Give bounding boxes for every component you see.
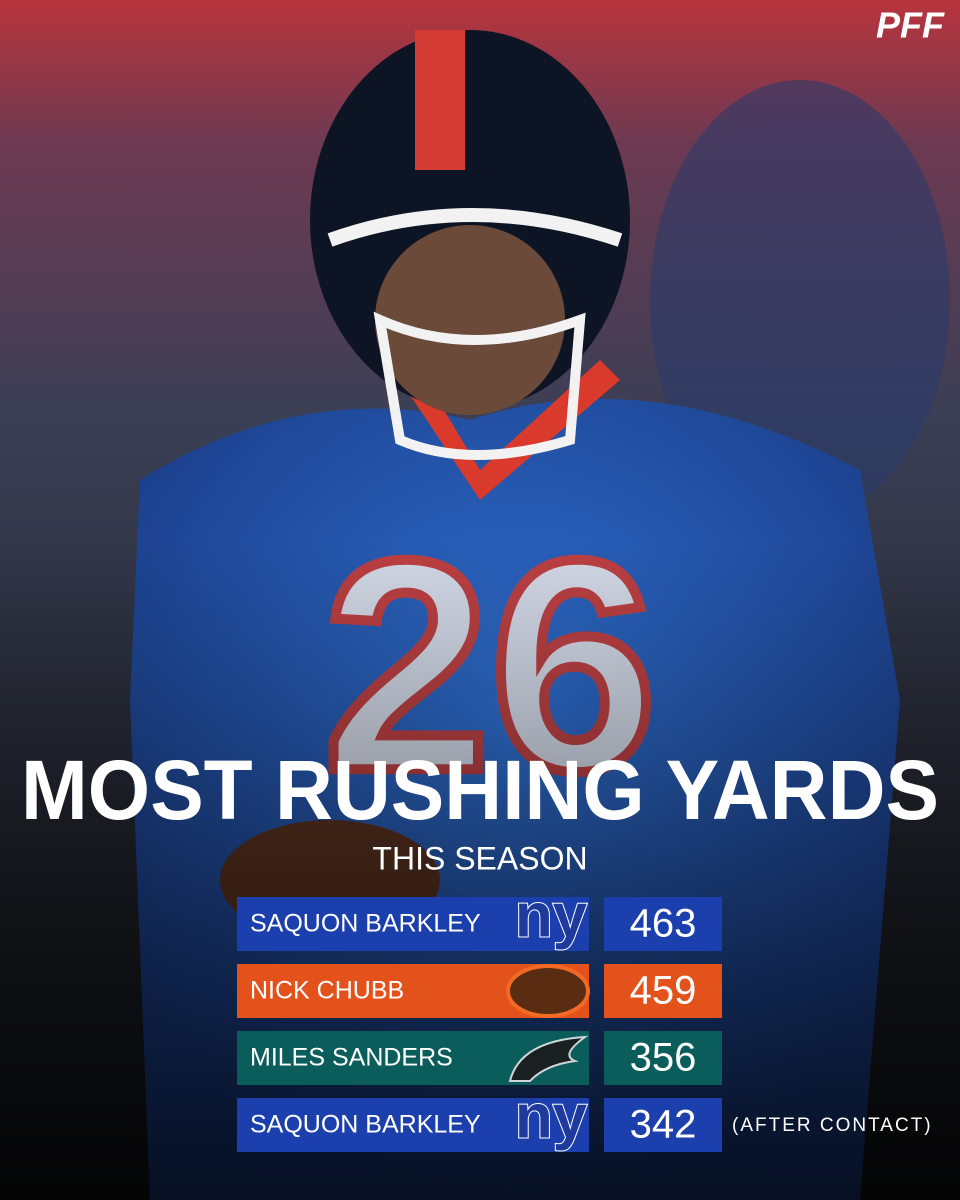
value: 463: [630, 902, 697, 946]
value: 342: [630, 1103, 697, 1147]
value-box: [604, 1031, 722, 1085]
team-logo: [506, 964, 590, 1018]
player-name: SAQUON BARKLEY: [250, 910, 481, 938]
brand-logo: PFF: [876, 5, 945, 46]
team-logo: [508, 1035, 589, 1082]
name-bar: [237, 1098, 589, 1152]
player-name: SAQUON BARKLEY: [250, 1111, 481, 1139]
row: NICK CHUBB 459: [237, 964, 722, 1018]
value-box: [604, 897, 722, 951]
value: 356: [630, 1036, 697, 1080]
value-box: [604, 1098, 722, 1152]
row: MILES SANDERS 356: [237, 1031, 722, 1085]
row: SAQUON BARKLEY ny 342 (AFTER CONTACT): [237, 1081, 933, 1152]
value-box: [604, 964, 722, 1018]
team-logo: ny: [515, 881, 588, 950]
leaderboard: SAQUON BARKLEY ny 463 NICK CHUBB 459 MILES SA…: [237, 880, 933, 1152]
player-name: NICK CHUBB: [250, 977, 404, 1005]
player-name: MILES SANDERS: [250, 1044, 453, 1072]
name-bar: [237, 897, 589, 951]
value: 459: [630, 969, 697, 1013]
title: MOST RUSHING YARDS: [21, 743, 939, 837]
team-logo: ny: [515, 1082, 588, 1151]
subtitle: THIS SEASON: [372, 840, 587, 876]
note: (AFTER CONTACT): [732, 1115, 933, 1136]
row: SAQUON BARKLEY ny 463: [237, 880, 722, 951]
